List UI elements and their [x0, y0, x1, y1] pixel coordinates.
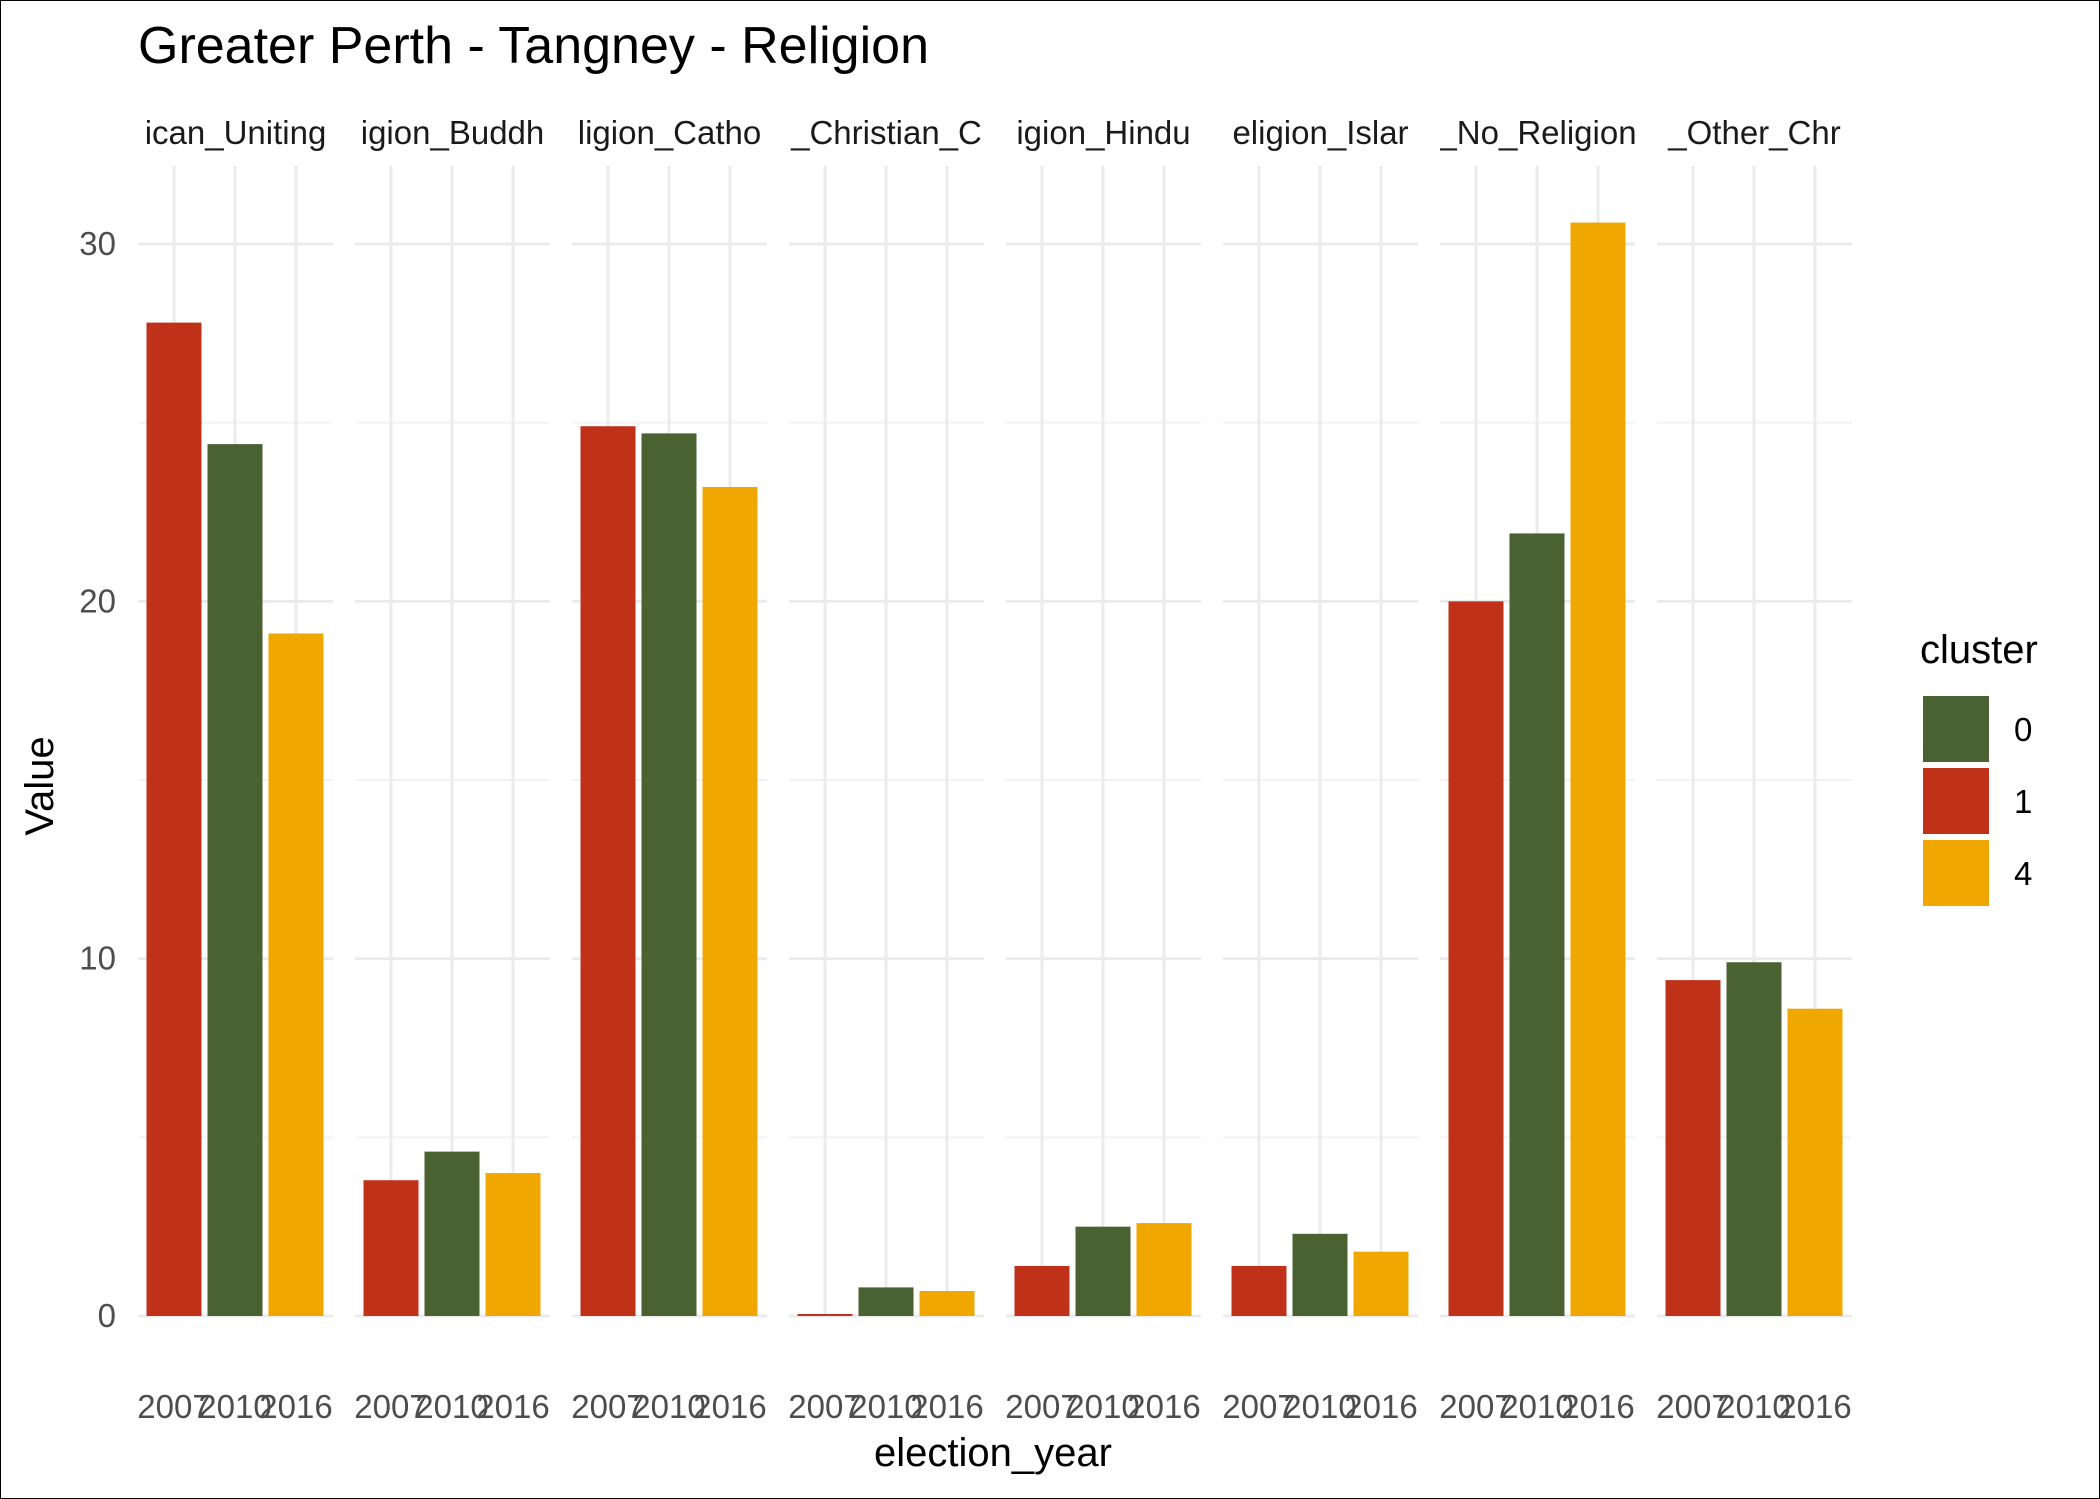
bar: [1353, 1251, 1409, 1316]
y-axis: 0 10 20 30: [79, 225, 116, 1334]
legend: cluster 0 1 4: [1920, 628, 2038, 906]
x-tick-label: 2016: [910, 1388, 983, 1425]
chart-title: Greater Perth - Tangney - Religion: [138, 17, 929, 75]
bar: [1570, 222, 1626, 1316]
bar: [268, 633, 324, 1316]
facet-strip-label: _No_Religion: [1437, 114, 1636, 151]
x-tick-label: 2016: [1778, 1388, 1851, 1425]
bar: [1787, 1008, 1843, 1316]
x-tick-label: 2007: [354, 1388, 427, 1425]
x-tick-label: 2010: [415, 1388, 488, 1425]
facet-strip-label: _Other_Chr: [1667, 114, 1840, 151]
y-tick-label: 20: [79, 582, 116, 619]
bar: [146, 322, 202, 1316]
legend-key-label: 1: [2014, 783, 2032, 820]
bar: [797, 1314, 853, 1316]
facet-strip-label: eligion_Islar: [1232, 114, 1408, 151]
bar: [1726, 962, 1782, 1316]
bar: [1075, 1226, 1131, 1316]
x-tick-label: 2007: [137, 1388, 210, 1425]
x-tick-label: 2007: [788, 1388, 861, 1425]
bar: [1665, 980, 1721, 1316]
bar: [1292, 1233, 1348, 1316]
bar: [641, 433, 697, 1316]
facet-strip-label: _Christian_C: [790, 114, 982, 151]
x-tick-label: 2010: [1283, 1388, 1356, 1425]
bar: [1448, 601, 1504, 1316]
bar: [424, 1151, 480, 1316]
legend-key-swatch: [1923, 696, 1989, 762]
x-tick-label: 2016: [693, 1388, 766, 1425]
bar: [1231, 1265, 1287, 1316]
facet-strip-label: ligion_Catho: [578, 114, 761, 151]
bar: [580, 426, 636, 1316]
x-tick-label: 2007: [571, 1388, 644, 1425]
legend-key-label: 4: [2014, 855, 2032, 892]
bar: [702, 486, 758, 1316]
bar: [363, 1180, 419, 1316]
x-tick-label: 2016: [476, 1388, 549, 1425]
facet-strip-label: igion_Hindu: [1016, 114, 1190, 151]
x-tick-label: 2010: [632, 1388, 705, 1425]
y-tick-label: 30: [79, 225, 116, 262]
facet-panels: ican_Uniting200720102016igion_Buddh20072…: [137, 114, 1852, 1425]
facet-strip-label: igion_Buddh: [361, 114, 545, 151]
x-tick-label: 2010: [849, 1388, 922, 1425]
x-tick-label: 2016: [259, 1388, 332, 1425]
x-tick-label: 2007: [1439, 1388, 1512, 1425]
x-tick-label: 2010: [198, 1388, 271, 1425]
x-axis-title: election_year: [874, 1431, 1112, 1475]
x-tick-label: 2016: [1561, 1388, 1634, 1425]
bar: [919, 1290, 975, 1316]
legend-key-swatch: [1923, 768, 1989, 834]
x-tick-label: 2010: [1500, 1388, 1573, 1425]
bar: [858, 1287, 914, 1316]
x-tick-label: 2016: [1344, 1388, 1417, 1425]
x-tick-label: 2007: [1222, 1388, 1295, 1425]
bar: [485, 1173, 541, 1316]
bar: [1014, 1265, 1070, 1316]
x-tick-label: 2007: [1656, 1388, 1729, 1425]
x-tick-label: 2010: [1066, 1388, 1139, 1425]
legend-title: cluster: [1920, 628, 2038, 672]
facet-strip-label: ican_Uniting: [145, 114, 327, 151]
x-tick-label: 2010: [1717, 1388, 1790, 1425]
bar: [1509, 533, 1565, 1316]
bar: [1136, 1223, 1192, 1316]
y-axis-title: Value: [18, 736, 62, 835]
bar: [207, 444, 263, 1316]
legend-key-swatch: [1923, 840, 1989, 906]
x-tick-label: 2016: [1127, 1388, 1200, 1425]
y-tick-label: 10: [79, 940, 116, 977]
y-tick-label: 0: [98, 1297, 116, 1334]
x-tick-label: 2007: [1005, 1388, 1078, 1425]
legend-key-label: 0: [2014, 711, 2032, 748]
